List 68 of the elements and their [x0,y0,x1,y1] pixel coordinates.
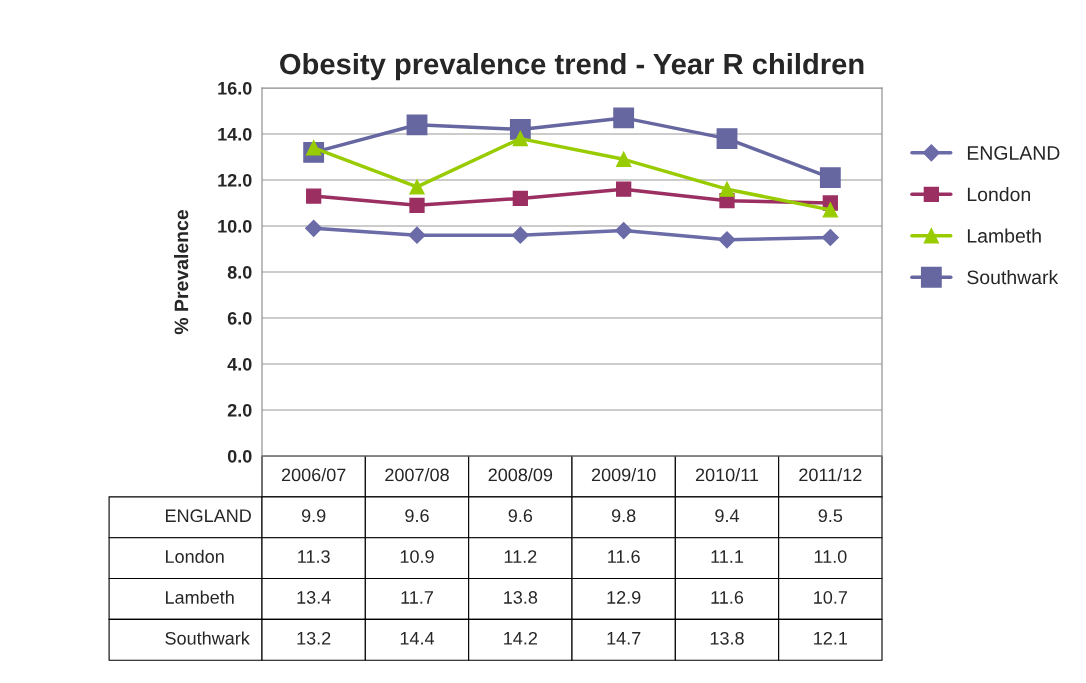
y-axis-title: % Prevalence [174,209,189,335]
data-label: 9.6 [508,509,533,523]
data-label: 11.3 [298,550,330,563]
data-label: 10.7 [814,591,847,604]
data-label: 9.9 [301,509,326,523]
y-tick-label: 4.0 [227,357,252,371]
point [406,114,428,136]
data-label: 11.7 [401,591,433,604]
y-tick-label: 12.0 [218,173,252,187]
text: Southwark [165,631,250,645]
data-label: 9.4 [715,509,740,523]
legend-label: Lambeth [967,228,1041,243]
point [305,219,323,237]
point [306,188,322,204]
x-tick-label: 2007/08 [385,468,449,482]
point [512,130,528,147]
text: London [166,549,224,563]
point [613,107,635,129]
x-tick-label: 2011/12 [799,468,862,482]
point [615,222,633,240]
x-tick-label: 2009/10 [591,468,656,482]
point [616,181,632,197]
point [409,179,425,195]
data-label: 12.9 [607,591,641,604]
data-label: 11.0 [814,550,847,563]
y-tick-label: 10.0 [218,219,252,233]
legend-label: ENGLAND [967,146,1060,160]
data-label: 13.8 [504,591,538,604]
data-label: 9.6 [405,509,429,523]
data-label: 10.9 [400,550,434,563]
point [408,226,426,244]
data-label: 9.5 [818,509,843,523]
data-label: 11.2 [504,550,537,563]
data-label: 14.7 [607,632,641,645]
data-label: 11.1 [711,550,744,563]
point [409,197,425,213]
legend-label: Southwark [967,269,1059,285]
point [716,128,738,150]
y-tick-label: 16.0 [218,81,252,95]
point [821,228,839,247]
point [616,151,632,167]
point [822,202,838,218]
y-tick-label: 14.0 [218,127,252,141]
text: ENGLAND [166,509,251,523]
point [718,231,736,249]
data-label: 14.4 [400,632,435,645]
point [512,190,528,207]
data-label: 14.2 [504,631,537,645]
x-tick-label: 2006/07 [281,468,346,482]
point [511,226,529,244]
x-tick-label: 2008/09 [488,468,553,482]
x-tick-label: 2010/11 [695,468,759,482]
legend-label: London [967,187,1030,202]
point [819,167,841,189]
data-label: 12.1 [814,631,848,645]
data-label: 9.8 [611,509,636,523]
point [719,181,735,197]
chart-title: Obesity prevalence trend - Year R children [280,52,864,81]
text: Lambeth [166,590,234,604]
y-tick-label: 8.0 [227,265,252,279]
data-label: 11.6 [608,550,640,563]
y-tick-label: 2.0 [227,403,252,417]
y-tick-label: 0.0 [227,449,252,463]
data-label: 11.6 [711,591,744,604]
data-label: 13.4 [297,591,331,604]
data-label: 13.2 [297,631,331,645]
data-label: 13.8 [710,631,744,645]
y-tick-label: 6.0 [227,311,252,325]
